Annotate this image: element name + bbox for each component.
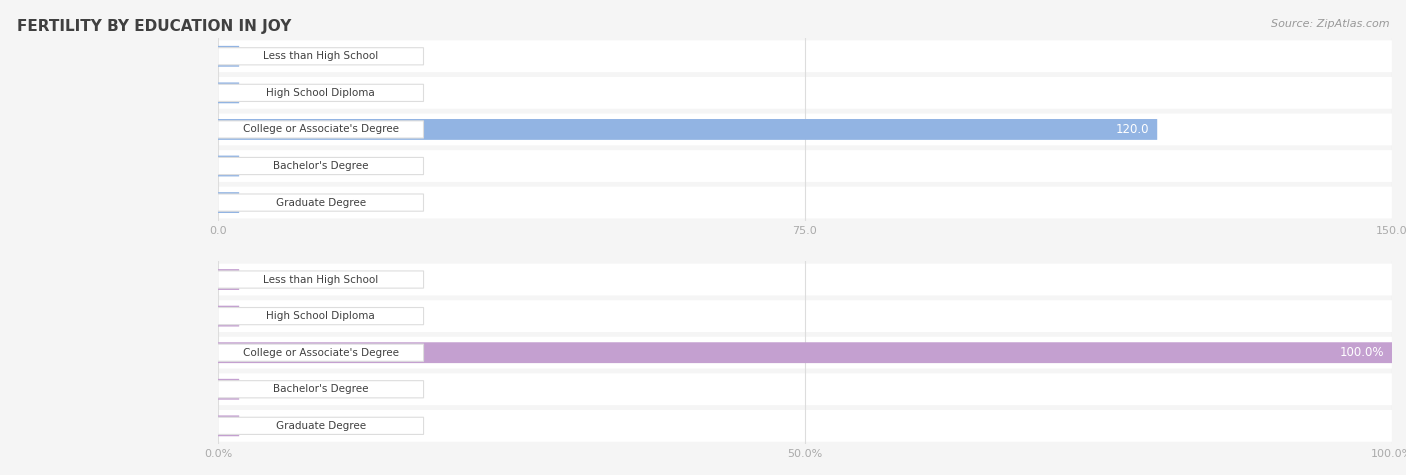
FancyBboxPatch shape xyxy=(218,416,239,436)
Text: College or Associate's Degree: College or Associate's Degree xyxy=(243,348,399,358)
FancyBboxPatch shape xyxy=(218,380,423,398)
Text: High School Diploma: High School Diploma xyxy=(266,311,375,321)
FancyBboxPatch shape xyxy=(218,40,1392,72)
FancyBboxPatch shape xyxy=(218,77,1392,109)
Text: 0.0%: 0.0% xyxy=(247,310,277,323)
FancyBboxPatch shape xyxy=(218,121,423,138)
FancyBboxPatch shape xyxy=(218,84,423,102)
Text: Bachelor's Degree: Bachelor's Degree xyxy=(273,161,368,171)
Text: 0.0%: 0.0% xyxy=(247,273,277,286)
Text: 0.0: 0.0 xyxy=(247,160,266,172)
Text: 0.0: 0.0 xyxy=(247,86,266,99)
FancyBboxPatch shape xyxy=(218,342,1392,363)
Text: High School Diploma: High School Diploma xyxy=(266,88,375,98)
FancyBboxPatch shape xyxy=(218,337,1392,369)
FancyBboxPatch shape xyxy=(218,300,1392,332)
FancyBboxPatch shape xyxy=(218,306,239,326)
FancyBboxPatch shape xyxy=(218,417,423,435)
FancyBboxPatch shape xyxy=(218,269,239,290)
FancyBboxPatch shape xyxy=(218,187,1392,218)
FancyBboxPatch shape xyxy=(218,150,1392,182)
FancyBboxPatch shape xyxy=(218,271,423,288)
Text: 0.0: 0.0 xyxy=(247,50,266,63)
FancyBboxPatch shape xyxy=(218,48,423,65)
FancyBboxPatch shape xyxy=(218,192,239,213)
Text: Bachelor's Degree: Bachelor's Degree xyxy=(273,384,368,394)
FancyBboxPatch shape xyxy=(218,156,239,176)
Text: 120.0: 120.0 xyxy=(1115,123,1149,136)
Text: 0.0: 0.0 xyxy=(247,196,266,209)
FancyBboxPatch shape xyxy=(218,307,423,325)
FancyBboxPatch shape xyxy=(218,114,1392,145)
FancyBboxPatch shape xyxy=(218,264,1392,295)
Text: Source: ZipAtlas.com: Source: ZipAtlas.com xyxy=(1271,19,1389,29)
FancyBboxPatch shape xyxy=(218,379,239,399)
Text: 0.0%: 0.0% xyxy=(247,419,277,432)
Text: 0.0%: 0.0% xyxy=(247,383,277,396)
FancyBboxPatch shape xyxy=(218,194,423,211)
FancyBboxPatch shape xyxy=(218,344,423,361)
Text: Graduate Degree: Graduate Degree xyxy=(276,198,366,208)
FancyBboxPatch shape xyxy=(218,373,1392,405)
FancyBboxPatch shape xyxy=(218,119,1157,140)
FancyBboxPatch shape xyxy=(218,46,239,66)
FancyBboxPatch shape xyxy=(218,83,239,103)
Text: Less than High School: Less than High School xyxy=(263,275,378,285)
Text: College or Associate's Degree: College or Associate's Degree xyxy=(243,124,399,134)
Text: FERTILITY BY EDUCATION IN JOY: FERTILITY BY EDUCATION IN JOY xyxy=(17,19,291,34)
Text: Graduate Degree: Graduate Degree xyxy=(276,421,366,431)
Text: Less than High School: Less than High School xyxy=(263,51,378,61)
FancyBboxPatch shape xyxy=(218,157,423,175)
Text: 100.0%: 100.0% xyxy=(1340,346,1384,359)
FancyBboxPatch shape xyxy=(218,410,1392,442)
